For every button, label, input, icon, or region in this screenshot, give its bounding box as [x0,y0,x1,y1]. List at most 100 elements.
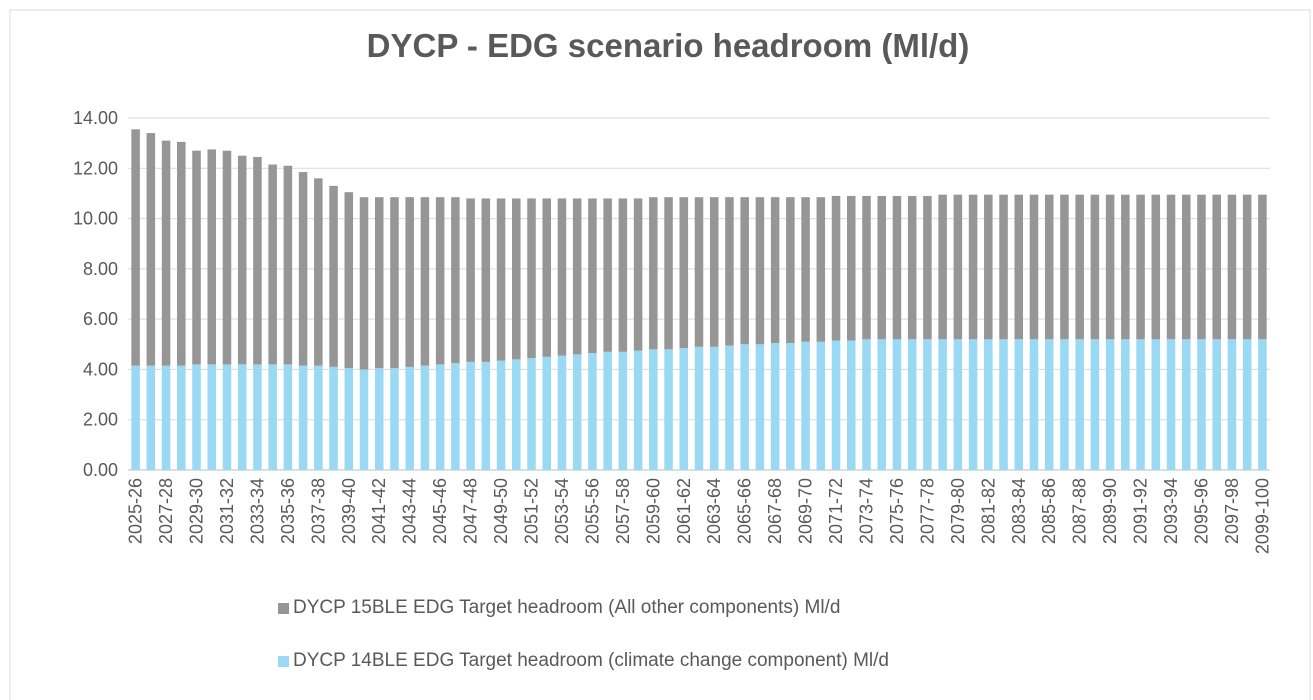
x-tick-label: 2081-82 [978,478,998,544]
bar-segment [649,349,658,470]
bar-segment [1197,194,1206,340]
bar-segment [1060,339,1069,470]
legend-label: DYCP 14BLE EDG Target headroom (climate … [293,650,889,671]
bar-segment [177,141,186,366]
bar-segment [938,194,947,340]
bar-segment [618,351,628,470]
bar-segment [1227,339,1237,470]
bar-segment [892,195,902,340]
x-tick-label: 2059-60 [643,478,663,544]
bar-segment [420,365,430,470]
legend-swatch [278,603,289,614]
bar-segment [222,150,232,365]
bar-segment [512,359,521,470]
bar-segment [557,355,567,470]
bar-segment [618,198,628,352]
bar-segment [1075,339,1084,470]
bar-segment [344,368,354,470]
bar-segment [572,354,582,470]
bar-segment [1014,339,1024,470]
bar-segment [968,339,978,470]
y-tick-label: 8.00 [83,259,118,279]
x-tick-label: 2071-72 [826,478,846,544]
x-tick-label: 2083-84 [1009,478,1029,544]
bar-segment [1151,339,1161,470]
bar-segment [1121,194,1130,340]
x-tick-label: 2041-42 [369,478,389,544]
bar-segment [679,197,689,349]
x-tick-label: 2091-92 [1131,478,1151,544]
bar-segment [527,198,536,359]
bar-segment [1029,339,1039,470]
bar-segment [847,340,856,470]
x-tick-label: 2055-56 [582,478,602,544]
bar-segment [725,197,734,346]
y-tick-label: 10.00 [73,209,118,229]
bar-segment [801,341,810,470]
bar-segment [390,368,399,470]
y-tick-label: 2.00 [83,410,118,430]
bar-segment [222,364,232,470]
bar-segment [1258,194,1267,340]
bar-segment [603,198,612,352]
bar-segment [572,198,582,355]
bar-segment [1105,339,1115,470]
bar-segment [1166,194,1176,340]
bar-segment [1121,339,1130,470]
x-tick-label: 2089-90 [1100,478,1120,544]
bar-segment [588,353,597,470]
bar-segment [542,198,551,357]
x-tick-label: 2095-96 [1191,478,1211,544]
x-tick-label: 2053-54 [552,478,572,544]
bar-segment [816,341,826,470]
y-tick-label: 12.00 [73,158,118,178]
bar-segment [481,198,491,362]
x-tick-label: 2061-62 [674,478,694,544]
x-tick-label: 2033-34 [247,478,267,544]
bar-segment [588,198,597,354]
y-tick-label: 6.00 [83,309,118,329]
bar-segment [770,343,780,470]
bar-segment [481,361,491,470]
x-tick-label: 2045-46 [430,478,450,544]
bar-segment [877,195,886,340]
bar-segment [1181,194,1191,340]
bar-segment [725,345,734,470]
bar-segment [1242,194,1252,340]
bar-segment [374,368,384,470]
bar-segment [527,358,536,470]
bar-segment [1227,194,1237,340]
bar-segment [496,360,506,470]
bar-segment [938,339,947,470]
legend-item: DYCP 15BLE EDG Target headroom (All othe… [278,596,978,620]
bar-segment [314,365,323,470]
y-tick-label: 14.00 [73,108,118,128]
bar-segment [405,366,414,470]
bar-segment [192,150,201,365]
x-tick-label: 2025-26 [126,478,146,544]
bar-segment [862,195,871,340]
bar-segment [847,195,856,341]
x-tick-label: 2037-38 [308,478,328,544]
bar-segment [862,339,871,470]
bar-segment [161,365,171,470]
bar-segment [435,197,445,365]
bar-segment [283,364,293,470]
x-tick-label: 2075-76 [887,478,907,544]
bar-segment [268,364,277,470]
bar-segment [1151,194,1161,340]
bar-segment [831,340,841,470]
bar-segment [298,365,308,470]
bar-segment [953,339,963,470]
x-tick-label: 2029-30 [187,478,207,544]
bar-segment [633,198,643,351]
bar-segment [801,197,810,342]
bar-segment [709,197,719,347]
bar-segment [1029,194,1039,340]
bar-segment [253,156,262,365]
bar-segment [694,346,704,470]
bar-segment [237,364,247,470]
bar-segment [1044,194,1054,340]
x-tick-label: 2035-36 [278,478,298,544]
